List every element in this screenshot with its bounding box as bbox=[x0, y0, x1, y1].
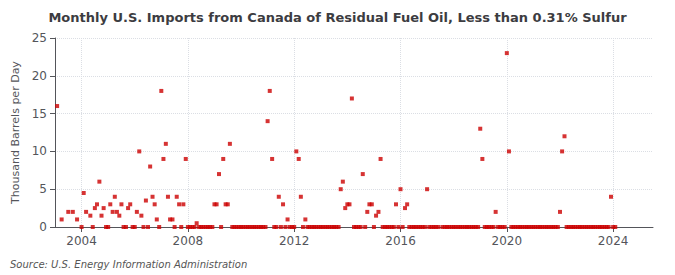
svg-text:15: 15 bbox=[32, 107, 47, 121]
svg-text:5: 5 bbox=[39, 182, 47, 196]
svg-text:2024: 2024 bbox=[598, 234, 629, 248]
svg-text:Thousand Barrels per Day: Thousand Barrels per Day bbox=[9, 61, 22, 205]
svg-text:25: 25 bbox=[32, 31, 47, 45]
svg-text:2008: 2008 bbox=[173, 234, 204, 248]
svg-text:Monthly U.S. Imports from Cana: Monthly U.S. Imports from Canada of Resi… bbox=[48, 10, 627, 25]
svg-text:2016: 2016 bbox=[385, 234, 416, 248]
svg-text:2012: 2012 bbox=[279, 234, 310, 248]
svg-text:2020: 2020 bbox=[492, 234, 523, 248]
svg-text:Source: U.S. Energy Informatio: Source: U.S. Energy Information Administ… bbox=[10, 259, 247, 270]
svg-text:10: 10 bbox=[32, 144, 47, 158]
svg-text:2004: 2004 bbox=[66, 234, 97, 248]
svg-text:0: 0 bbox=[39, 220, 47, 234]
svg-text:20: 20 bbox=[32, 69, 47, 83]
